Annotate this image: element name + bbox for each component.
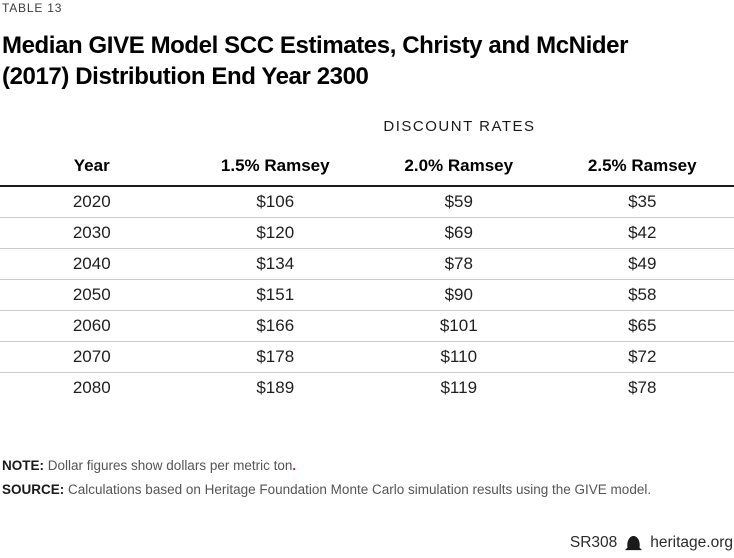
note-accent-period: . <box>292 458 297 473</box>
report-id: SR308 <box>569 534 618 551</box>
table-number-label: TABLE 13 <box>2 1 63 15</box>
table-title-line2: (2017) Distribution End Year 2300 <box>2 63 369 90</box>
table-row: 2030 $120 $69 $42 <box>0 216 734 248</box>
note-label: NOTE: <box>2 458 44 473</box>
column-group-header: DISCOUNT RATES <box>383 118 536 135</box>
cell-year: 2070 <box>0 340 184 372</box>
cell-value: $119 <box>367 371 551 403</box>
cell-value: $42 <box>550 216 734 248</box>
table-row: 2020 $106 $59 $35 <box>0 186 734 217</box>
column-header-year: Year <box>0 150 184 187</box>
cell-year: 2060 <box>0 309 184 341</box>
cell-value: $166 <box>183 309 367 341</box>
table-row: 2070 $178 $110 $72 <box>0 340 734 372</box>
cell-value: $69 <box>367 216 551 248</box>
table-row: 2080 $189 $119 $78 <box>0 371 734 403</box>
note-line: NOTE: Dollar figures show dollars per me… <box>2 454 734 478</box>
cell-year: 2030 <box>0 216 184 248</box>
cell-value: $189 <box>183 371 367 403</box>
source-text: Calculations based on Heritage Foundatio… <box>64 482 652 497</box>
cell-value: $101 <box>367 309 551 341</box>
cell-value: $49 <box>550 247 734 279</box>
column-header-ramsey-1-5: 1.5% Ramsey <box>183 150 367 187</box>
cell-value: $59 <box>444 191 473 211</box>
site-url: heritage.org <box>650 534 733 551</box>
cell-value: $35 <box>628 191 657 211</box>
table-row: 2040 $134 $78 $49 <box>0 247 734 279</box>
cell-value: $78 <box>550 371 734 403</box>
table-row: 2050 $151 $90 $58 <box>0 278 734 310</box>
table-header-row: Year 1.5% Ramsey 2.0% Ramsey 2.5% Ramsey <box>0 150 734 187</box>
cell-value: $65 <box>550 309 734 341</box>
cell-value: $78 <box>367 247 551 279</box>
page-footer: SR308 heritage.org <box>570 534 733 552</box>
cell-year: 2050 <box>0 278 184 310</box>
cell-year: 2020 <box>72 191 111 211</box>
cell-value: $106 <box>256 191 295 211</box>
liberty-bell-icon <box>624 535 643 551</box>
table-row: 2060 $166 $101 $65 <box>0 309 734 341</box>
source-line: SOURCE: Calculations based on Heritage F… <box>2 478 734 502</box>
cell-year: 2040 <box>0 247 184 279</box>
note-text: Dollar figures show dollars per metric t… <box>44 458 293 473</box>
source-label: SOURCE: <box>2 482 65 497</box>
cell-value: $151 <box>183 278 367 310</box>
scc-estimates-table: Year 1.5% Ramsey 2.0% Ramsey 2.5% Ramsey… <box>0 150 734 403</box>
column-header-ramsey-2-0: 2.0% Ramsey <box>367 150 551 187</box>
notes-block: NOTE: Dollar figures show dollars per me… <box>2 454 734 502</box>
cell-value: $58 <box>550 278 734 310</box>
table-title: Median GIVE Model SCC Estimates, Christy… <box>2 30 734 92</box>
column-header-ramsey-2-5: 2.5% Ramsey <box>550 150 734 187</box>
table-title-line1: Median GIVE Model SCC Estimates, Christy… <box>2 32 629 59</box>
cell-value: $110 <box>367 340 551 372</box>
cell-value: $134 <box>183 247 367 279</box>
cell-value: $90 <box>367 278 551 310</box>
cell-value: $120 <box>183 216 367 248</box>
cell-value: $178 <box>183 340 367 372</box>
cell-value: $72 <box>550 340 734 372</box>
cell-year: 2080 <box>0 371 184 403</box>
